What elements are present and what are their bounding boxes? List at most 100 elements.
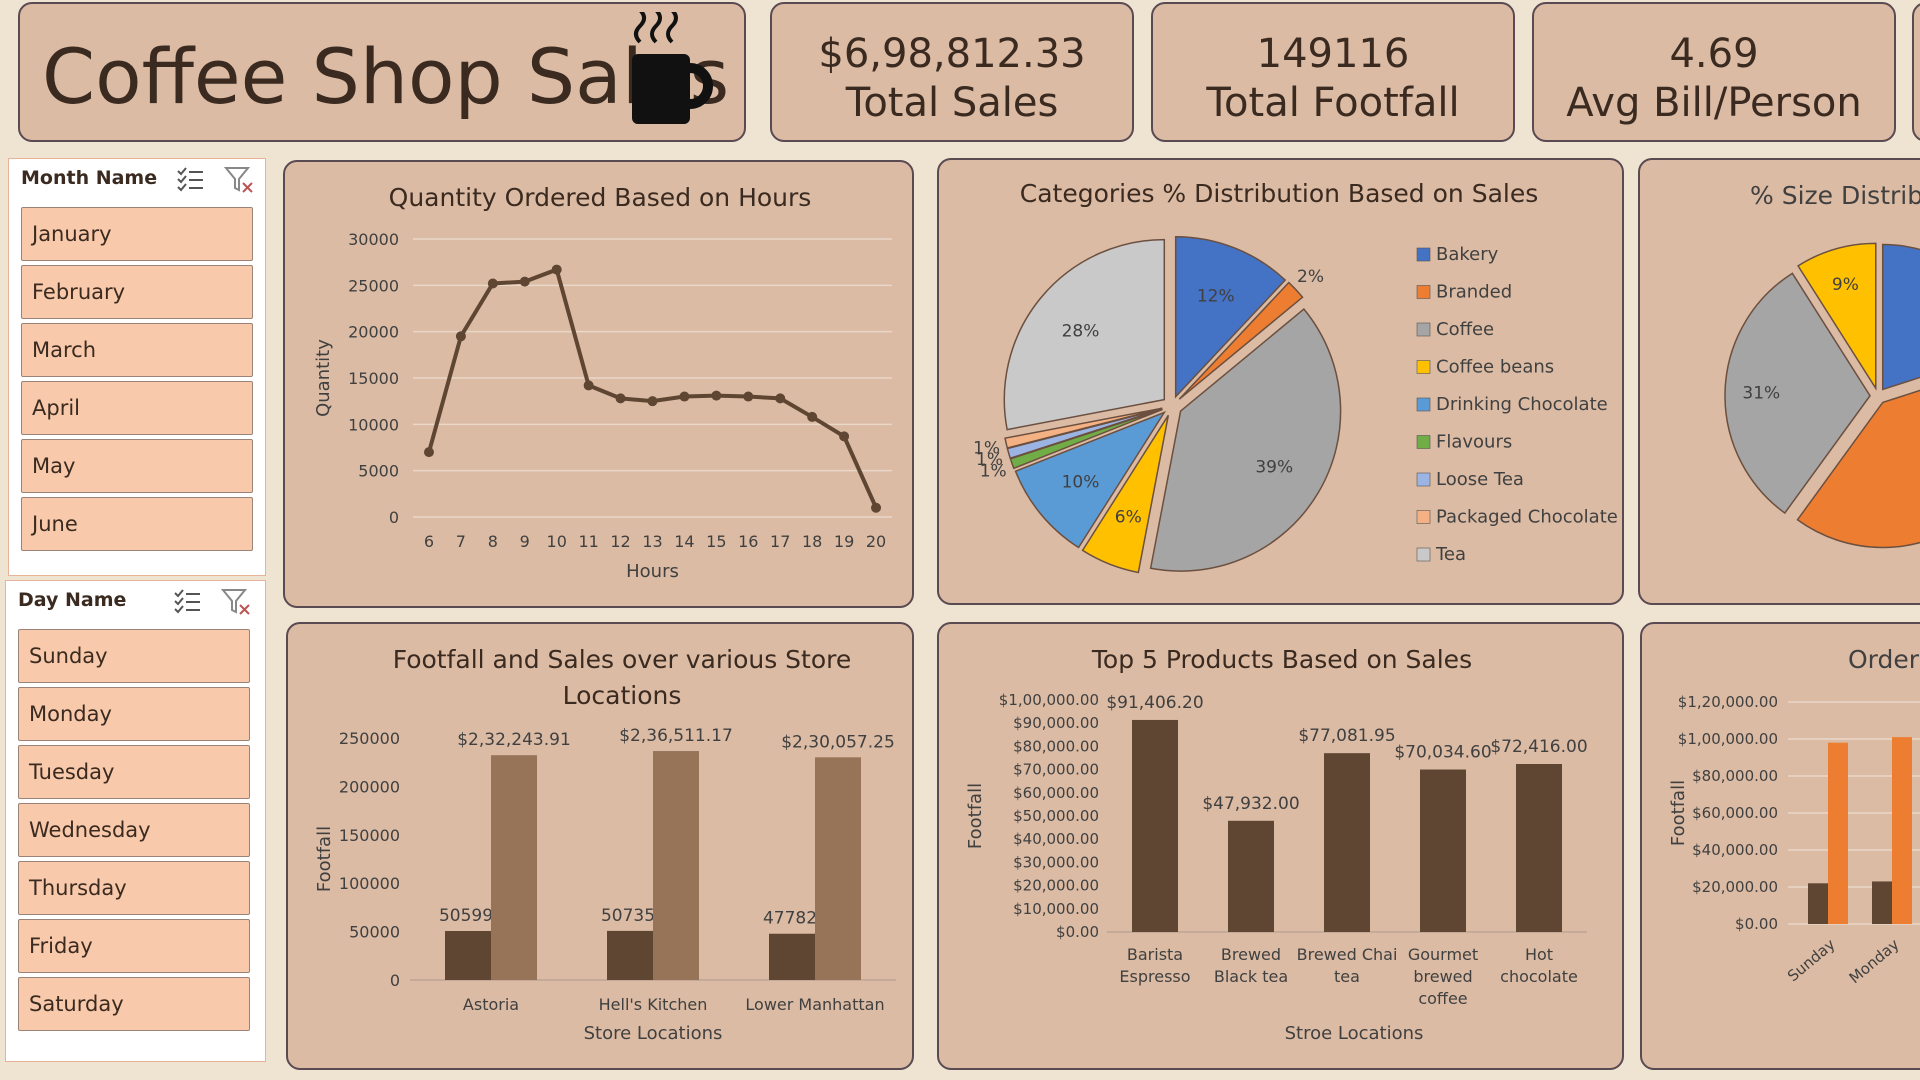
x-tick-label: 13 — [642, 532, 662, 551]
pie-slice-tea — [1003, 238, 1166, 431]
data-point — [647, 396, 658, 407]
data-point — [615, 393, 626, 404]
pie-slice — [1796, 389, 1920, 549]
kpi-total-sales: $6,98,812.33 Total Sales — [770, 2, 1134, 142]
bar-chart-orders: Order $1,20,000.00 $1,00,000.00 $80,000.00 $… — [1668, 645, 1920, 987]
day-slicer: Day Name Sunday Monday Tuesday Wednesday Thu… — [5, 580, 266, 1062]
bar-chart-top-products: Top 5 Products Based on Sales $1,00,000.0… — [965, 645, 1588, 1044]
bar — [1892, 737, 1912, 924]
pie-slice — [1797, 242, 1877, 391]
x-tick-label: 12 — [610, 532, 630, 551]
x-tick-label: coffee — [1418, 989, 1467, 1008]
y-tick-label: $60,000.00 — [1013, 784, 1099, 802]
x-tick-label: 6 — [424, 532, 434, 551]
data-label: 1% — [980, 461, 1007, 481]
kpi-avg-bill: 4.69 Avg Bill/Person — [1532, 2, 1896, 142]
data-label: 39% — [1255, 457, 1293, 477]
data-label: $91,406.20 — [1106, 693, 1203, 713]
slicer-item-sunday[interactable]: Sunday — [18, 629, 250, 683]
pie-slice-drinking-chocolate — [1014, 410, 1167, 549]
y-tick-label: 25000 — [348, 276, 399, 295]
chart-title: Quantity Ordered Based on Hours — [389, 183, 812, 212]
y-tick-label: 20000 — [348, 323, 399, 342]
bar — [445, 931, 491, 980]
chart-title: Order — [1848, 645, 1920, 674]
data-label: $70,034.60 — [1394, 743, 1491, 763]
slicer-item-friday[interactable]: Friday — [18, 919, 250, 973]
legend-label: Coffee — [1436, 319, 1494, 340]
data-label: 2% — [1297, 267, 1324, 287]
data-point — [775, 393, 786, 404]
x-tick-label: Monday — [1846, 935, 1903, 987]
legend-label: Drinking Chocolate — [1436, 394, 1608, 415]
pie-slice-packaged-chocolate — [1004, 407, 1163, 449]
kpi-label: Total Footfall — [1206, 80, 1460, 126]
x-tick-label: Barista — [1127, 945, 1183, 964]
chart-card-stores: Footfall and Sales over various Store Loc… — [286, 622, 914, 1070]
bar — [607, 930, 653, 980]
y-tick-label: $0.00 — [1735, 915, 1778, 933]
chart-card-hours: Quantity Ordered Based on Hours 30000 2500… — [283, 160, 914, 608]
y-tick-label: 200000 — [339, 777, 400, 796]
pie-slice-coffee-beans — [1081, 414, 1170, 574]
legend-swatch — [1416, 547, 1431, 562]
data-label: 1% — [973, 438, 1000, 458]
chart-card-categories: Categories % Distribution Based on Sales… — [937, 158, 1624, 605]
y-tick-label: 50000 — [349, 923, 400, 942]
bar — [1324, 753, 1370, 932]
slicer-item-june[interactable]: June — [21, 497, 253, 551]
multi-select-icon[interactable] — [175, 165, 205, 193]
line-chart-quantity-hours: Quantity Ordered Based on Hours 30000 2500… — [313, 183, 892, 582]
chart-card-products: Top 5 Products Based on Sales $1,00,000.0… — [937, 622, 1624, 1070]
y-tick-label: 15000 — [348, 369, 399, 388]
slicer-item-saturday[interactable]: Saturday — [18, 977, 250, 1031]
clear-filter-icon[interactable] — [223, 165, 255, 195]
pie-slice-bakery — [1174, 235, 1287, 399]
slicer-item-monday[interactable]: Monday — [18, 687, 250, 741]
x-axis-label: Stroe Locations — [1285, 1023, 1424, 1044]
data-point — [423, 447, 434, 458]
x-tick-label: Brewed Chai — [1297, 945, 1398, 964]
data-point — [743, 391, 754, 402]
y-tick-label: $80,000.00 — [1692, 767, 1778, 785]
multi-select-icon[interactable] — [172, 587, 202, 615]
bar — [491, 755, 537, 980]
x-tick-label: Hot — [1525, 945, 1553, 964]
x-tick-label: Astoria — [463, 995, 519, 1014]
x-tick-label: Hell's Kitchen — [599, 995, 708, 1014]
x-tick-label: 9 — [520, 532, 530, 551]
y-tick-label: $0.00 — [1056, 923, 1099, 941]
data-label: 47782 — [763, 909, 817, 929]
bar — [1872, 881, 1892, 924]
slicer-item-february[interactable]: February — [21, 265, 253, 319]
slicer-item-march[interactable]: March — [21, 323, 253, 377]
slicer-item-thursday[interactable]: Thursday — [18, 861, 250, 915]
data-label: 50599 — [439, 906, 493, 926]
legend-label: Branded — [1436, 282, 1512, 303]
x-tick-label: 15 — [706, 532, 726, 551]
month-slicer: Month Name January February March April May J… — [8, 158, 266, 576]
bar — [1516, 763, 1562, 932]
bar — [769, 933, 815, 980]
x-tick-label: 10 — [547, 532, 567, 551]
data-label: 12% — [1197, 287, 1235, 307]
x-tick-label: chocolate — [1500, 967, 1578, 986]
clear-filter-icon[interactable] — [220, 587, 252, 617]
y-tick-label: $10,000.00 — [1013, 900, 1099, 918]
y-tick-label: 100000 — [339, 874, 400, 893]
x-tick-label: tea — [1334, 967, 1360, 986]
slicer-item-january[interactable]: January — [21, 207, 253, 261]
data-point — [583, 380, 594, 391]
slicer-item-april[interactable]: April — [21, 381, 253, 435]
slicer-item-may[interactable]: May — [21, 439, 253, 493]
kpi-value: 4.69 — [1669, 31, 1759, 77]
slicer-item-tuesday[interactable]: Tuesday — [18, 745, 250, 799]
data-point — [711, 390, 722, 401]
slicer-item-wednesday[interactable]: Wednesday — [18, 803, 250, 857]
legend-swatch — [1416, 510, 1431, 524]
y-tick-label: $20,000.00 — [1013, 877, 1099, 895]
chart-card-size: % Size Distribu331%9% — [1638, 158, 1920, 605]
data-point — [871, 502, 882, 513]
data-label: 10% — [1062, 473, 1100, 493]
y-tick-label: 0 — [390, 971, 400, 990]
